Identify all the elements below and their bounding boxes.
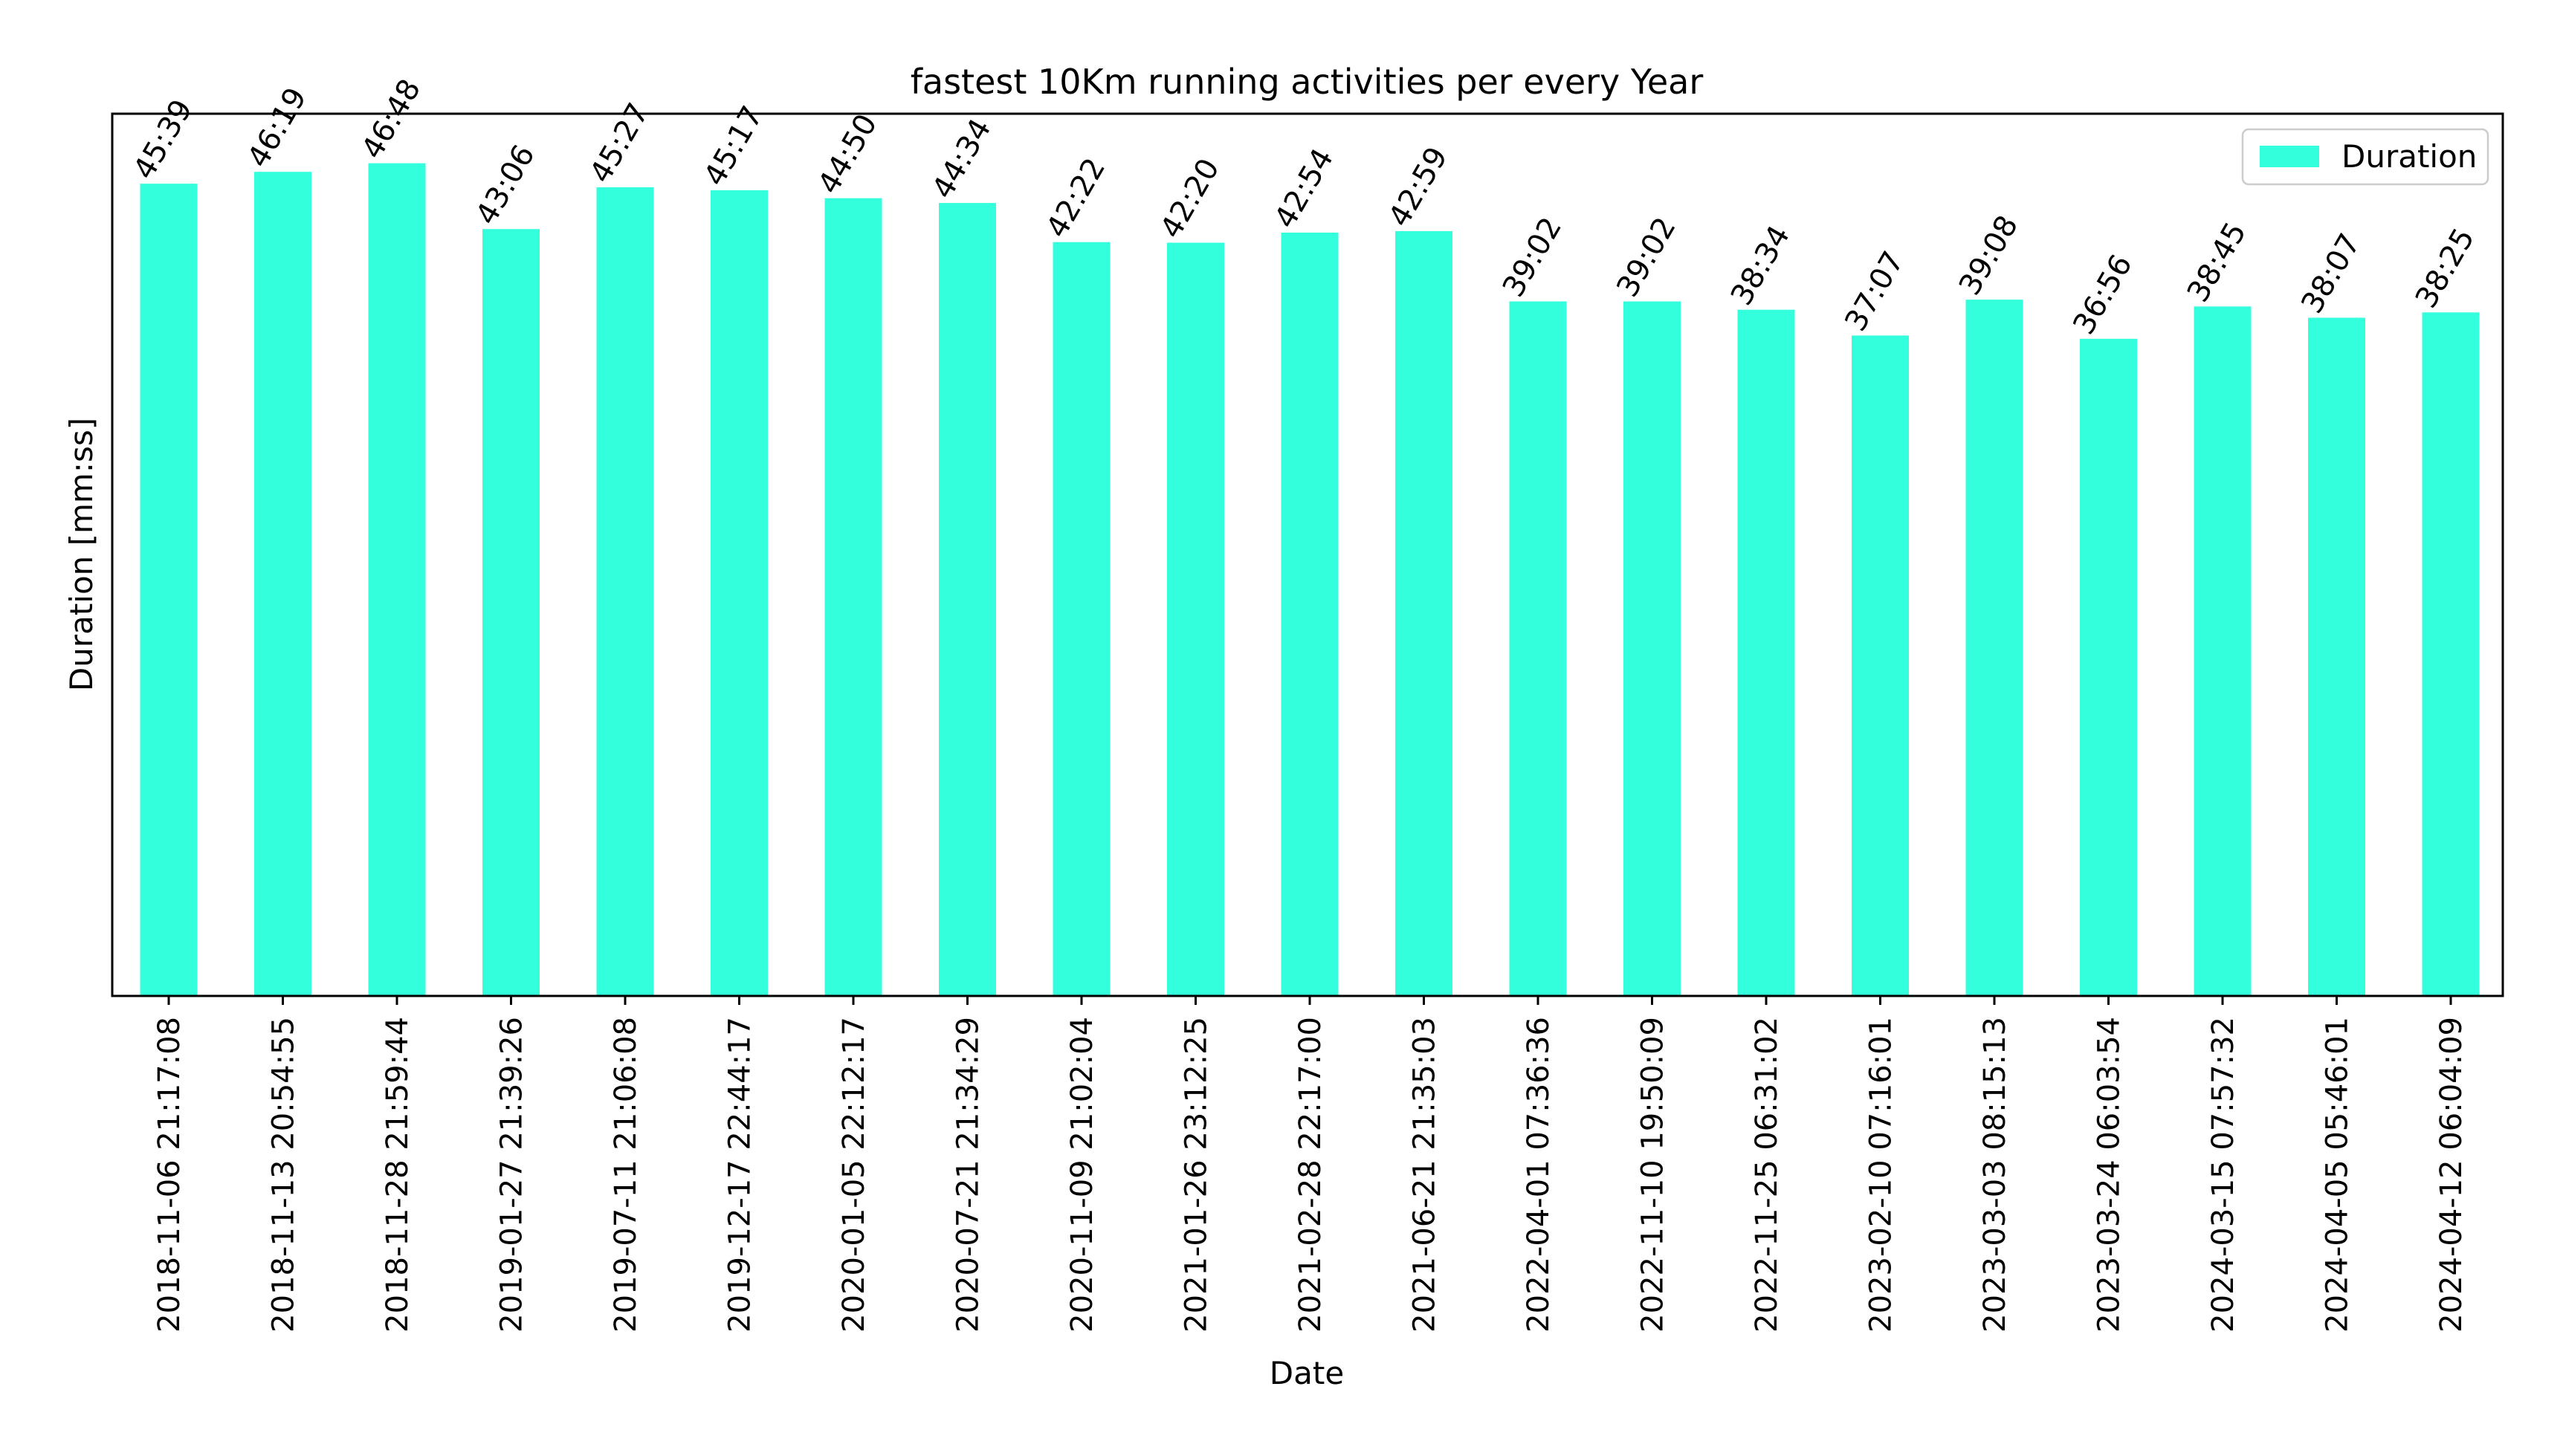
legend-label-duration: Duration — [2341, 138, 2477, 175]
x-tick-label-1: 2018-11-13 20:54:55 — [267, 1017, 301, 1333]
x-tick-label-0: 2018-11-06 21:17:08 — [152, 1017, 187, 1333]
bar-10 — [1281, 233, 1339, 996]
x-tick-label-5: 2019-12-17 22:44:17 — [723, 1017, 757, 1333]
x-tick-label-20: 2024-04-12 06:04:09 — [2434, 1017, 2469, 1333]
x-tick-label-14: 2022-11-25 06:31:02 — [1750, 1017, 1784, 1333]
x-tick-label-9: 2021-01-26 23:12:25 — [1180, 1017, 1214, 1333]
legend-swatch-duration — [2260, 146, 2319, 167]
legend-box — [2241, 128, 2489, 186]
x-tick-label-19: 2024-04-05 05:46:01 — [2321, 1017, 2355, 1333]
bar-14 — [1737, 309, 1795, 997]
plot-area-frame — [111, 112, 2504, 997]
bars-layer — [140, 163, 2480, 997]
bar-7 — [939, 203, 996, 997]
x-tick-label-6: 2020-01-05 22:12:17 — [837, 1017, 871, 1333]
bar-6 — [824, 198, 882, 997]
bar-16 — [1965, 300, 2023, 996]
bar-20 — [2422, 312, 2480, 996]
chart-title: fastest 10Km running activities per ever… — [911, 62, 1704, 102]
x-tick-label-12: 2022-04-01 07:36:36 — [1522, 1017, 1556, 1333]
x-tick-label-3: 2019-01-27 21:39:26 — [495, 1017, 529, 1333]
bar-3 — [482, 229, 540, 997]
bar-18 — [2194, 306, 2252, 997]
x-tick-label-17: 2023-03-24 06:03:54 — [2092, 1017, 2127, 1333]
bar-15 — [1852, 335, 1909, 996]
bar-9 — [1167, 242, 1224, 996]
x-tick-label-15: 2023-02-10 07:16:01 — [1864, 1017, 1898, 1333]
x-tick-label-4: 2019-07-11 21:06:08 — [609, 1017, 643, 1333]
bar-12 — [1509, 301, 1567, 996]
x-tick-label-7: 2020-07-21 21:34:29 — [951, 1017, 986, 1333]
x-tick-label-10: 2021-02-28 22:17:00 — [1293, 1017, 1328, 1333]
bar-19 — [2308, 317, 2365, 996]
bar-4 — [596, 187, 654, 997]
x-tick-label-13: 2022-11-10 19:50:09 — [1636, 1017, 1670, 1333]
x-tick-label-8: 2020-11-09 21:02:04 — [1065, 1017, 1099, 1333]
bar-17 — [2080, 338, 2137, 997]
bar-13 — [1623, 301, 1681, 996]
legend: Duration — [2241, 128, 2489, 186]
bar-1 — [254, 172, 311, 997]
x-axis-label: Date — [1270, 1355, 1344, 1391]
x-tick-label-2: 2018-11-28 21:59:44 — [381, 1017, 415, 1333]
bar-8 — [1053, 242, 1111, 996]
x-tick-label-11: 2021-06-21 21:35:03 — [1408, 1017, 1442, 1333]
x-ticks-layer: 2018-11-06 21:17:08 2018-11-13 20:54:55 20… — [152, 996, 2469, 1333]
bar-0 — [140, 184, 198, 996]
bar-2 — [368, 163, 426, 996]
y-axis-label: Duration [mm:ss] — [63, 418, 100, 691]
x-tick-label-16: 2023-03-03 08:15:13 — [1978, 1017, 2012, 1333]
x-tick-label-18: 2024-03-15 07:57:32 — [2206, 1017, 2240, 1333]
bar-5 — [711, 190, 768, 997]
bar-11 — [1395, 231, 1452, 996]
